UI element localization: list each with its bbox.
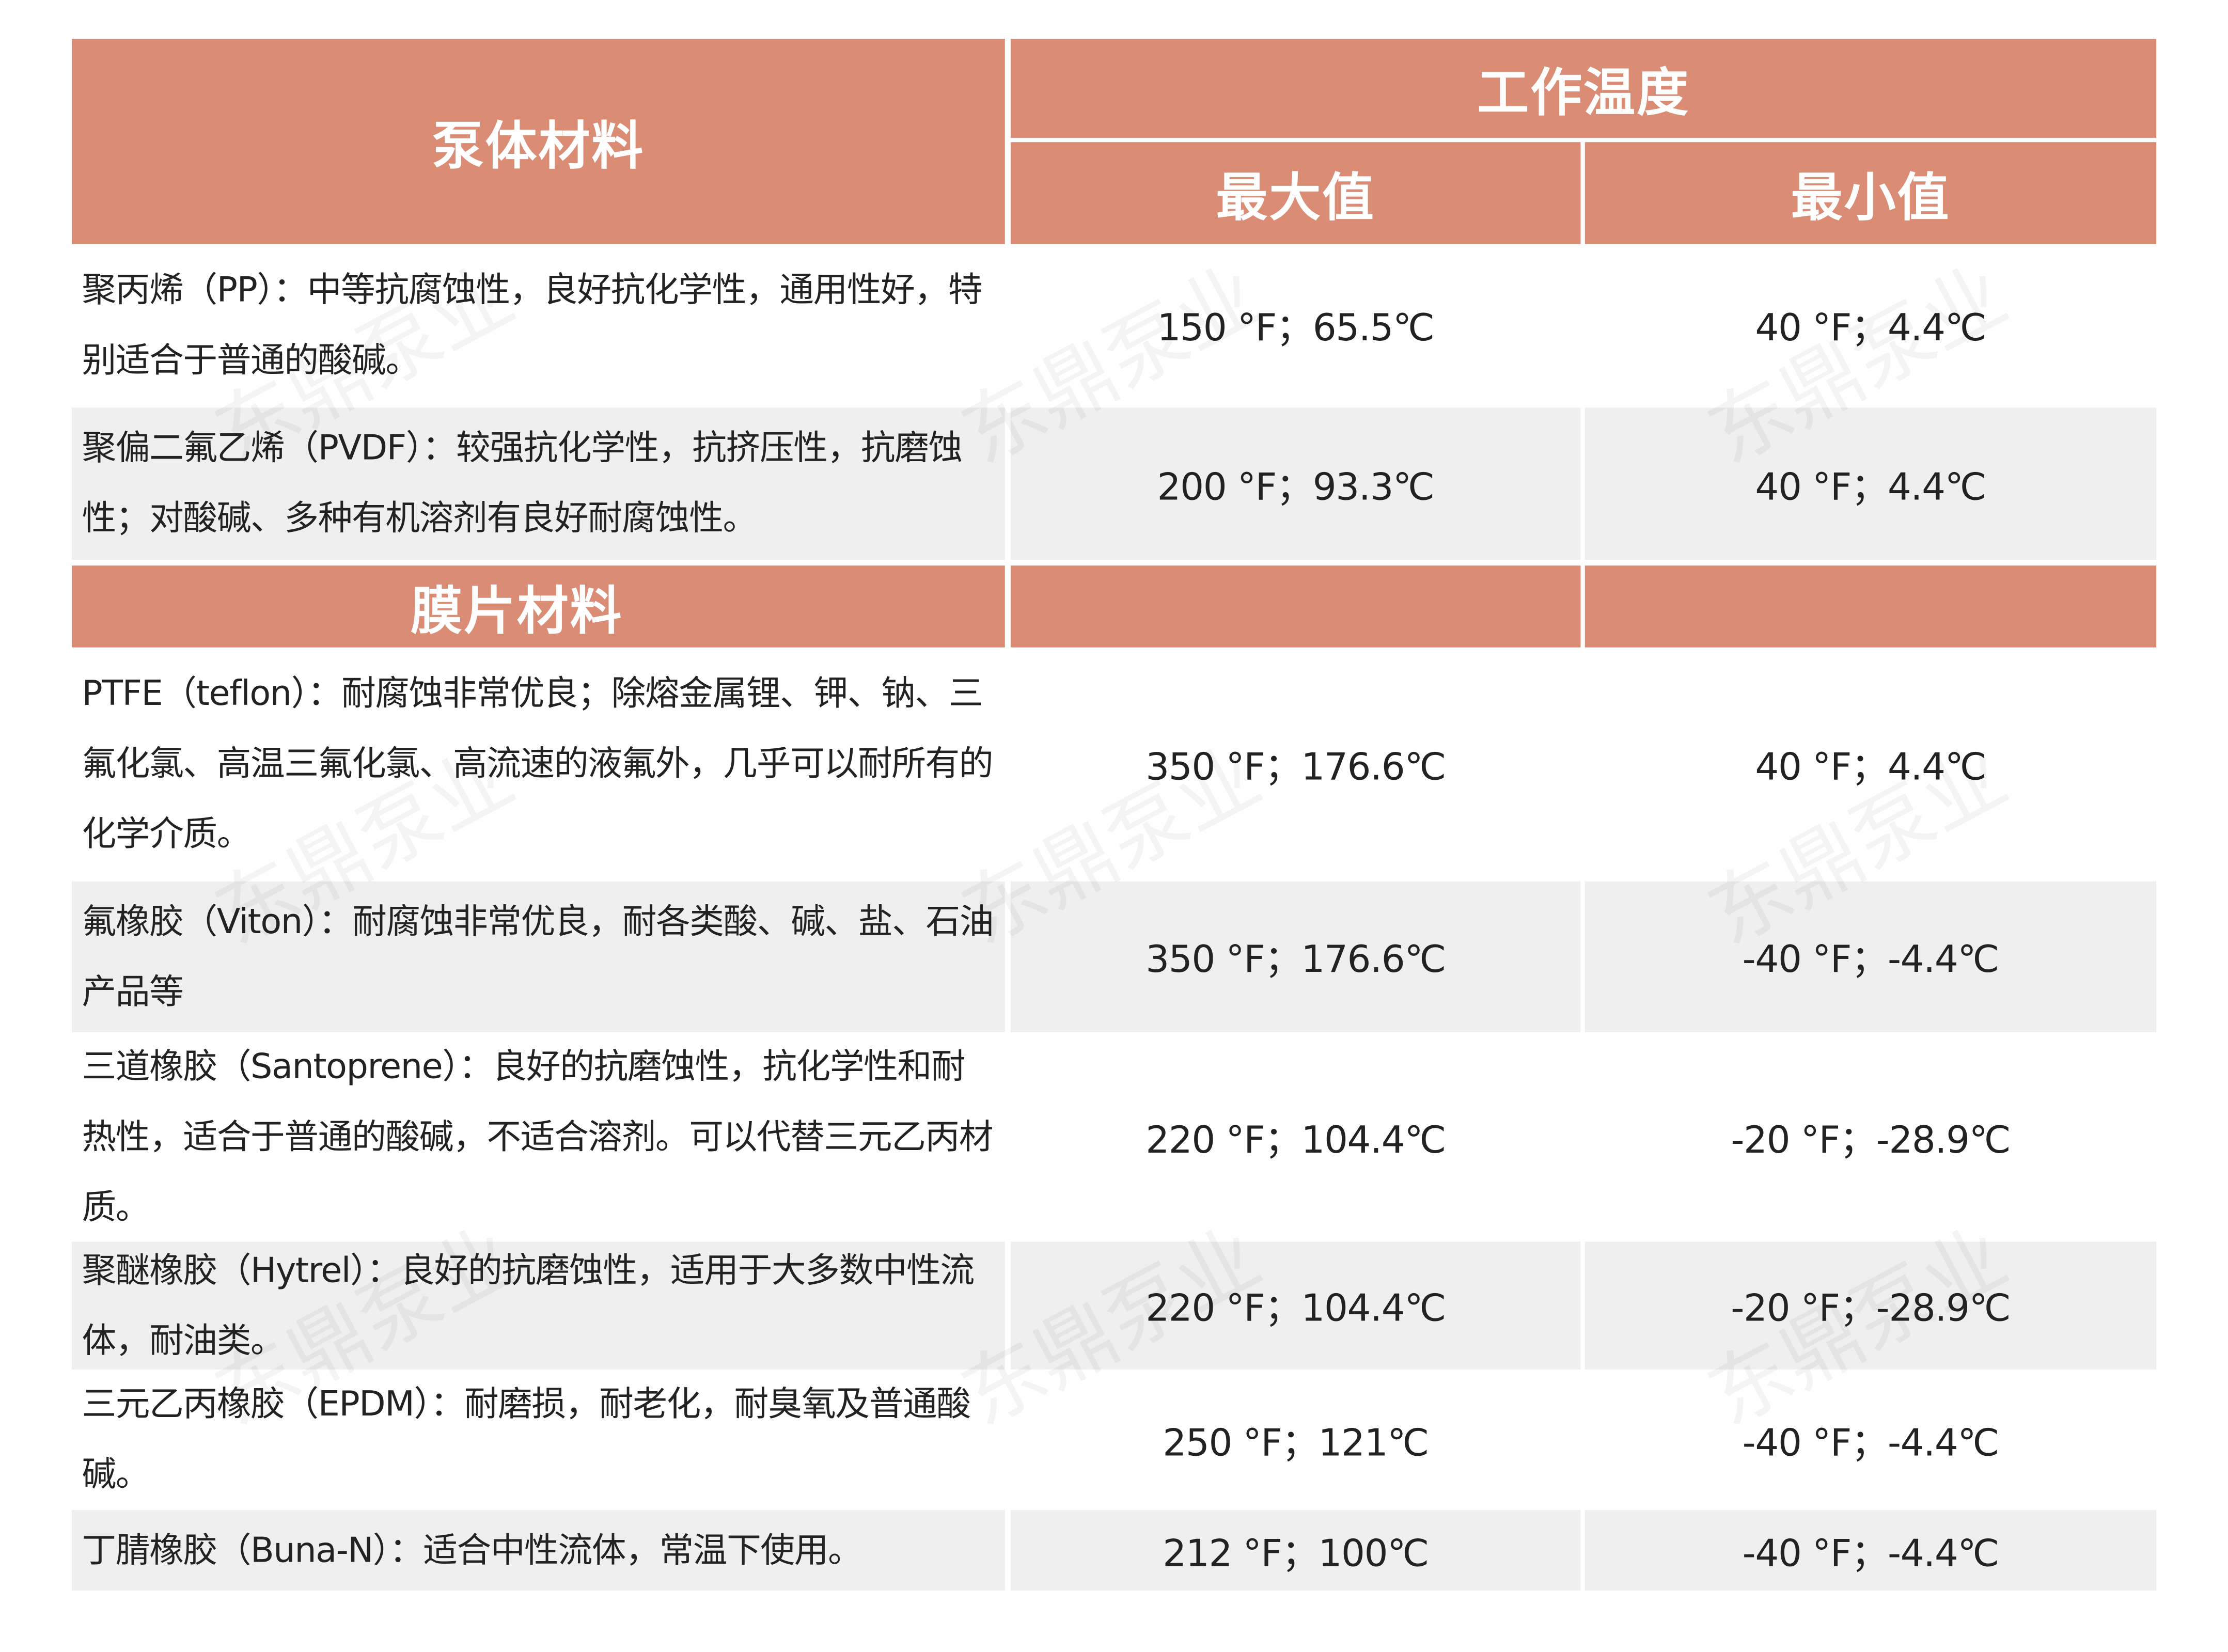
header-diaphragm-label: 膜片材料 — [410, 582, 623, 641]
diaphragm-row-epdm-max: 250 °F；121℃ — [1010, 1371, 1581, 1509]
min-value: -40 °F；-4.4℃ — [1742, 1422, 2000, 1465]
desc-text: 三元乙丙橡胶（EPDM）：耐磨损，耐老化，耐臭氧及普通酸碱。 — [82, 1383, 971, 1494]
max-value: 220 °F；104.4℃ — [1146, 1119, 1446, 1162]
diaphragm-row-hytrel-desc: 聚醚橡胶（Hytrel）：良好的抗磨蚀性，适用于大多数中性流体，耐油类。 — [71, 1241, 1005, 1370]
min-value: 40 °F；4.4℃ — [1755, 466, 1987, 509]
min-value: -20 °F；-28.9℃ — [1731, 1119, 2011, 1162]
diaphragm-row-ptfe-desc: PTFE（teflon）：耐腐蚀非常优良；除熔金属锂、钾、钠、三氟化氯、高温三氟… — [71, 649, 1005, 880]
diaphragm-row-viton-desc: 氟橡胶（Viton）：耐腐蚀非常优良，耐各类酸、碱、盐、石油产品等 — [71, 881, 1005, 1032]
header-diaphragm-material: 膜片材料 — [71, 565, 1005, 648]
desc-text: 氟橡胶（Viton）：耐腐蚀非常优良，耐各类酸、碱、盐、石油产品等 — [82, 901, 994, 1012]
pump-row-pp-max: 150 °F；65.5℃ — [1010, 244, 1581, 406]
diaphragm-row-epdm-min: -40 °F；-4.4℃ — [1584, 1371, 2157, 1509]
min-value: 40 °F；4.4℃ — [1755, 746, 1987, 790]
pump-row-pvdf-max: 200 °F；93.3℃ — [1010, 407, 1581, 560]
desc-text: 聚醚橡胶（Hytrel）：良好的抗磨蚀性，适用于大多数中性流体，耐油类。 — [82, 1249, 975, 1360]
max-value: 150 °F；65.5℃ — [1157, 307, 1435, 351]
desc-text: 丁腈橡胶（Buna-N）：适合中性流体，常温下使用。 — [82, 1529, 862, 1570]
min-value: 40 °F；4.4℃ — [1755, 307, 1987, 351]
pump-row-pvdf-min: 40 °F；4.4℃ — [1584, 407, 2157, 560]
max-value: 350 °F；176.6℃ — [1146, 938, 1446, 982]
min-value: -40 °F；-4.4℃ — [1742, 938, 2000, 982]
diaphragm-row-epdm-desc: 三元乙丙橡胶（EPDM）：耐磨损，耐老化，耐臭氧及普通酸碱。 — [71, 1371, 1005, 1509]
min-value: -40 °F；-4.4℃ — [1742, 1532, 2000, 1576]
diaphragm-row-hytrel-max: 220 °F；104.4℃ — [1010, 1241, 1581, 1370]
diaphragm-row-ptfe-max: 350 °F；176.6℃ — [1010, 649, 1581, 880]
header-working-temp-label: 工作温度 — [1477, 64, 1690, 123]
desc-text: 聚丙烯（PP）：中等抗腐蚀性，良好抗化学性，通用性好，特别适合于普通的酸碱。 — [82, 269, 982, 380]
pump-row-pp-desc: 聚丙烯（PP）：中等抗腐蚀性，良好抗化学性，通用性好，特别适合于普通的酸碱。 — [71, 244, 1005, 406]
diaphragm-row-buna-desc: 丁腈橡胶（Buna-N）：适合中性流体，常温下使用。 — [71, 1510, 1005, 1591]
max-value: 212 °F；100℃ — [1163, 1532, 1429, 1576]
diaphragm-row-buna-min: -40 °F；-4.4℃ — [1584, 1510, 2157, 1591]
header-max-label: 最大值 — [1216, 168, 1375, 228]
diaphragm-row-viton-min: -40 °F；-4.4℃ — [1584, 881, 2157, 1032]
header-working-temp: 工作温度 — [1010, 39, 2157, 138]
header-diaphragm-blank-max — [1010, 565, 1581, 648]
max-value: 220 °F；104.4℃ — [1146, 1287, 1446, 1331]
header-diaphragm-blank-min — [1584, 565, 2157, 648]
diaphragm-row-santoprene-max: 220 °F；104.4℃ — [1010, 1033, 1581, 1240]
pump-row-pp-min: 40 °F；4.4℃ — [1584, 244, 2157, 406]
desc-text: PTFE（teflon）：耐腐蚀非常优良；除熔金属锂、钾、钠、三氟化氯、高温三氟… — [82, 673, 993, 854]
diaphragm-row-hytrel-min: -20 °F；-28.9℃ — [1584, 1241, 2157, 1370]
desc-text: 聚偏二氟乙烯（PVDF）：较强抗化学性，抗挤压性，抗磨蚀性；对酸碱、多种有机溶剂… — [82, 428, 963, 539]
diaphragm-row-viton-max: 350 °F；176.6℃ — [1010, 881, 1581, 1032]
pump-row-pvdf-desc: 聚偏二氟乙烯（PVDF）：较强抗化学性，抗挤压性，抗磨蚀性；对酸碱、多种有机溶剂… — [71, 407, 1005, 560]
diaphragm-row-ptfe-min: 40 °F；4.4℃ — [1584, 649, 2157, 880]
diaphragm-row-santoprene-min: -20 °F；-28.9℃ — [1584, 1033, 2157, 1240]
min-value: -20 °F；-28.9℃ — [1731, 1287, 2011, 1331]
max-value: 250 °F；121℃ — [1163, 1422, 1429, 1465]
header-max: 最大值 — [1010, 142, 1581, 244]
diaphragm-row-santoprene-desc: 三道橡胶（Santoprene）：良好的抗磨蚀性，抗化学性和耐热性，适合于普通的… — [71, 1033, 1005, 1240]
header-min-label: 最小值 — [1791, 168, 1951, 228]
max-value: 350 °F；176.6℃ — [1146, 746, 1446, 790]
header-pump-material-label: 泵体材料 — [432, 117, 645, 176]
header-min: 最小值 — [1584, 142, 2157, 244]
diaphragm-row-buna-max: 212 °F；100℃ — [1010, 1510, 1581, 1591]
max-value: 200 °F；93.3℃ — [1157, 466, 1435, 509]
header-pump-material: 泵体材料 — [71, 39, 1005, 244]
desc-text: 三道橡胶（Santoprene）：良好的抗磨蚀性，抗化学性和耐热性，适合于普通的… — [82, 1046, 993, 1227]
